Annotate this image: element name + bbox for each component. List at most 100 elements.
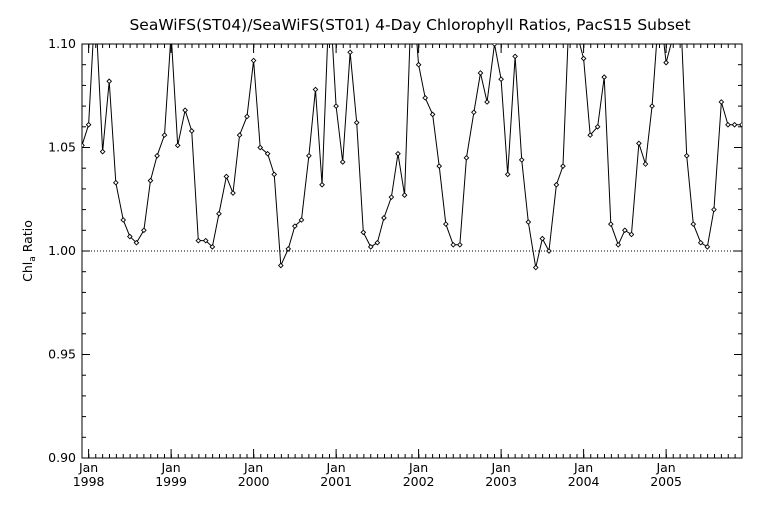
axes: 0.900.951.001.051.10Jan1998Jan1999Jan200… (48, 36, 743, 489)
data-point (450, 241, 457, 248)
x-tick-label-month: Jan (408, 460, 428, 475)
y-tick-label: 1.00 (48, 243, 76, 258)
data-point (285, 246, 292, 252)
data-point (504, 171, 511, 178)
data-point (484, 99, 490, 105)
data-point (567, 0, 571, 4)
data-point (739, 121, 742, 128)
x-tick-label-month: Jan (490, 460, 510, 475)
data-point (429, 111, 436, 118)
data-point (250, 57, 257, 64)
data-point (442, 221, 449, 227)
y-axis-label-tail: Ratio (20, 220, 35, 256)
data-point (133, 239, 140, 246)
data-point (512, 53, 518, 60)
data-point (690, 221, 697, 227)
data-point (236, 132, 243, 138)
data-point (161, 132, 168, 138)
data-point (553, 181, 560, 188)
data-point (374, 239, 381, 246)
x-tick-label-year: 1998 (73, 474, 105, 489)
data-point (711, 206, 717, 213)
data-point (93, 0, 97, 4)
data-point (525, 219, 532, 225)
data-point (436, 163, 443, 169)
data-point (360, 229, 367, 236)
data-point (106, 78, 113, 85)
data-point (607, 221, 614, 227)
data-point (642, 161, 649, 167)
data-point (580, 55, 587, 62)
series-group (82, 0, 742, 271)
y-axis-label-main: Chl (20, 262, 35, 282)
y-tick-label: 1.10 (48, 36, 76, 51)
x-tick-label-year: 2003 (485, 474, 517, 489)
data-point (209, 244, 216, 250)
data-point (271, 171, 278, 178)
data-point (202, 237, 209, 244)
data-point (704, 244, 711, 250)
data-point (636, 140, 642, 147)
data-point (367, 244, 374, 250)
chart-title: SeaWiFS(ST04)/SeaWiFS(ST01) 4-Day Chloro… (129, 16, 690, 34)
x-tick-label-year: 2005 (650, 474, 682, 489)
data-point (498, 76, 504, 83)
y-axis-label: Chla Ratio (20, 220, 38, 282)
x-tick-label-year: 2002 (403, 474, 435, 489)
data-point (312, 86, 319, 93)
data-point (615, 241, 622, 248)
y-tick-label: 0.90 (48, 450, 76, 465)
data-point (381, 215, 387, 221)
data-point (471, 109, 477, 116)
data-point (457, 241, 463, 248)
data-point (195, 237, 202, 244)
data-point (112, 179, 119, 186)
data-point (663, 59, 669, 66)
x-tick-label-month: Jan (160, 460, 180, 475)
x-tick-label-month: Jan (573, 460, 593, 475)
x-tick-label-month: Jan (243, 460, 263, 475)
data-point (182, 107, 188, 114)
x-tick-label-year: 2004 (568, 474, 600, 489)
data-point (264, 150, 271, 157)
y-tick-label: 1.05 (48, 140, 76, 155)
data-point (174, 142, 181, 149)
data-point (306, 152, 312, 159)
data-point (223, 173, 230, 180)
data-point (560, 163, 566, 169)
data-point (244, 113, 250, 120)
x-tick-label-month: Jan (655, 460, 675, 475)
y-tick-label: 0.95 (48, 347, 76, 362)
x-tick-label-year: 2000 (238, 474, 270, 489)
data-point (697, 239, 704, 246)
data-point (401, 192, 408, 198)
data-point (518, 157, 525, 163)
data-point (82, 142, 85, 149)
data-point (725, 121, 731, 128)
data-point (539, 235, 546, 242)
data-point (628, 231, 635, 238)
data-point (333, 103, 339, 109)
x-tick-label-year: 1999 (155, 474, 187, 489)
data-point (99, 148, 106, 155)
data-point (216, 210, 222, 217)
data-point (127, 233, 133, 240)
data-point (277, 262, 284, 269)
data-point (188, 128, 195, 134)
data-point (257, 144, 264, 151)
data-point (353, 119, 360, 126)
x-tick-label-month: Jan (325, 460, 345, 475)
data-point (649, 103, 655, 109)
data-point (422, 94, 429, 101)
data-point (339, 159, 346, 165)
series-line (82, 44, 742, 268)
data-point (120, 217, 127, 223)
data-point (319, 181, 325, 188)
data-point (388, 194, 395, 201)
data-point (230, 190, 236, 196)
data-point (463, 155, 470, 161)
data-point (141, 227, 147, 234)
data-point (671, 36, 675, 40)
data-point (298, 217, 305, 223)
data-point (85, 121, 92, 128)
